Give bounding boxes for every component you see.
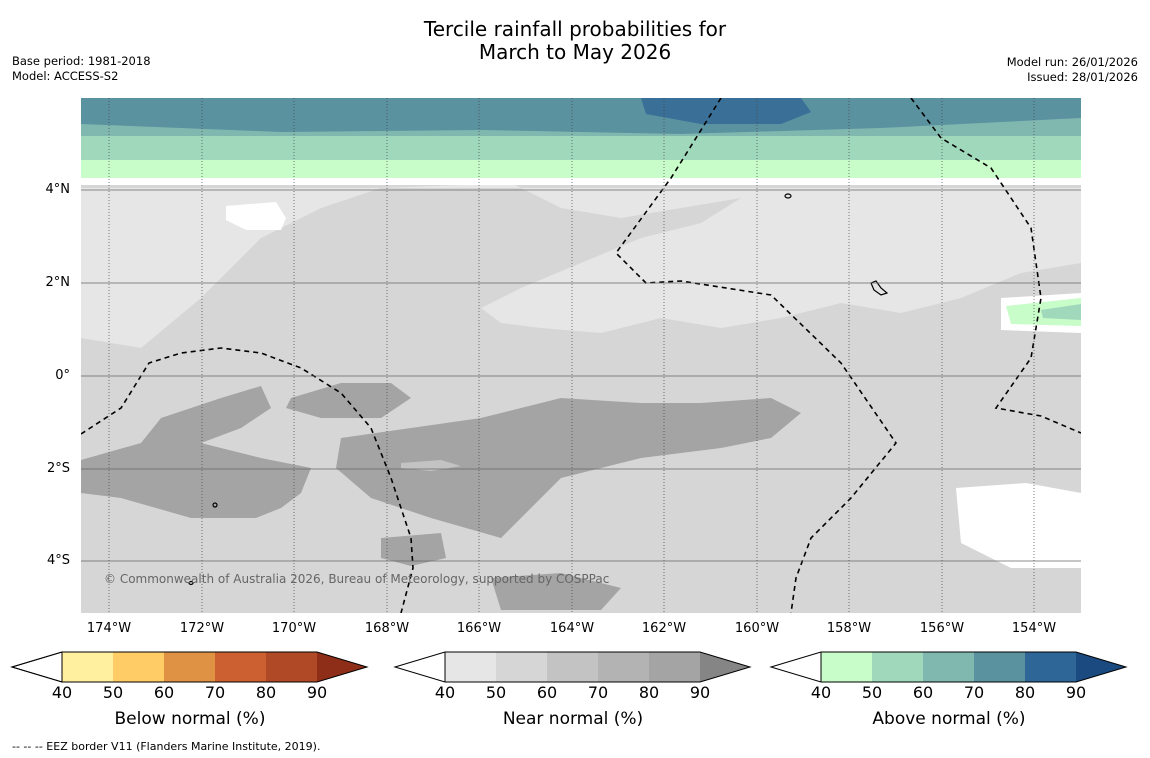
colorbar-above-normal xyxy=(769,651,1128,683)
eez-borders xyxy=(80,97,1082,614)
cb-below-bin-3 xyxy=(164,652,215,682)
cb-near-tick: 80 xyxy=(638,683,660,702)
cb-below-arrow-high xyxy=(317,652,367,682)
lon-label-170w: 170°W xyxy=(271,621,317,636)
colorbar-below-normal xyxy=(10,651,369,683)
lon-label-156w: 156°W xyxy=(919,621,965,636)
lon-label-158w: 158°W xyxy=(826,621,872,636)
meridians xyxy=(108,98,1035,613)
cb-above-tick: 60 xyxy=(912,683,934,702)
title-line-1: Tercile rainfall probabilities for xyxy=(423,17,727,41)
lat-label-2n: 2°N xyxy=(45,275,71,290)
lon-label-164w: 164°W xyxy=(549,621,595,636)
cb-near-tick: 50 xyxy=(485,683,507,702)
cb-near-arrow-high xyxy=(700,652,750,682)
cb-near-bin-4 xyxy=(598,652,649,682)
cb-above-tick: 80 xyxy=(1014,683,1036,702)
lat-label-4n: 4°N xyxy=(45,182,71,197)
cb-above-bin-5 xyxy=(1025,652,1076,682)
cb-below-tick: 60 xyxy=(153,683,175,702)
cb-below-bin-5 xyxy=(266,652,317,682)
lon-label-160w: 160°W xyxy=(734,621,780,636)
copyright-notice: © Commonwealth of Australia 2026, Bureau… xyxy=(104,572,610,586)
lon-label-154w: 154°W xyxy=(1011,621,1057,636)
cb-above-bin-2 xyxy=(872,652,923,682)
island-4 xyxy=(188,580,194,586)
above-70-band xyxy=(81,98,1081,134)
above-east-teal xyxy=(1041,304,1081,320)
cb-below-bin-4 xyxy=(215,652,266,682)
cb-below-tick: 40 xyxy=(51,683,73,702)
cb-above-bin-4 xyxy=(974,652,1025,682)
lat-label-4s: 4°S xyxy=(46,553,70,568)
chart-title: Tercile rainfall probabilities for March… xyxy=(0,18,1150,64)
white-region-north xyxy=(226,202,286,230)
cb-above-bin-3 xyxy=(923,652,974,682)
base-period: Base period: 1981-2018 xyxy=(12,54,151,68)
white-region-east xyxy=(956,483,1081,568)
cb-below-bin-2 xyxy=(113,652,164,682)
near-normal-80-region xyxy=(81,383,801,610)
cb-near-bin-5 xyxy=(649,652,700,682)
cb-near-tick: 70 xyxy=(587,683,609,702)
cb-near-outline xyxy=(393,651,752,683)
near-normal-40-region xyxy=(81,183,1081,348)
cb-below-label: Below normal (%) xyxy=(114,709,266,729)
meta-left: Base period: 1981-2018 Model: ACCESS-S2 xyxy=(12,54,151,84)
eez-line-center xyxy=(614,97,897,614)
cb-near-label: Near normal (%) xyxy=(502,709,644,729)
title-line-2: March to May 2026 xyxy=(478,40,672,64)
cb-above-tick: 70 xyxy=(963,683,985,702)
cb-above-outline xyxy=(769,651,1128,683)
cb-above-tick: 90 xyxy=(1065,683,1087,702)
map-svg xyxy=(80,97,1082,614)
model-name: Model: ACCESS-S2 xyxy=(12,69,119,83)
above-80-region xyxy=(641,98,811,124)
eez-footnote: -- -- -- EEZ border V11 (Flanders Marine… xyxy=(12,740,321,753)
issued-date: Issued: 28/01/2026 xyxy=(1027,70,1138,84)
cb-below-tick: 90 xyxy=(306,683,328,702)
island-3 xyxy=(212,502,218,508)
lon-label-162w: 162°W xyxy=(641,621,687,636)
cb-above-bin-1 xyxy=(821,652,872,682)
island-2 xyxy=(870,280,889,296)
lon-label-168w: 168°W xyxy=(364,621,410,636)
island-1 xyxy=(784,193,792,199)
meta-right: Model run: 26/01/2026 Issued: 28/01/2026 xyxy=(1007,55,1138,85)
lon-label-166w: 166°W xyxy=(456,621,502,636)
colorbar-near-normal xyxy=(393,651,752,683)
cb-below-outline xyxy=(10,651,369,683)
cb-near-bin-3 xyxy=(547,652,598,682)
light-patch xyxy=(401,460,461,471)
cb-near-bin-2 xyxy=(496,652,547,682)
cb-below-bin-1 xyxy=(62,652,113,682)
lat-label-2s: 2°S xyxy=(46,461,70,476)
model-run: Model run: 26/01/2026 xyxy=(1006,55,1138,69)
cb-below-tick: 80 xyxy=(255,683,277,702)
islands xyxy=(188,193,889,586)
cb-above-tick: 40 xyxy=(810,683,832,702)
cb-near-bin-1 xyxy=(445,652,496,682)
lon-label-172w: 172°W xyxy=(179,621,225,636)
lon-label-174w: 174°W xyxy=(86,621,132,636)
cb-above-label: Above normal (%) xyxy=(872,709,1026,729)
cb-near-tick: 40 xyxy=(434,683,456,702)
cb-near-tick: 60 xyxy=(536,683,558,702)
cb-above-arrow-high xyxy=(1076,652,1126,682)
lat-label-0: 0° xyxy=(55,368,70,383)
forecast-map xyxy=(80,97,1082,614)
cb-near-tick: 90 xyxy=(689,683,711,702)
cb-below-tick: 70 xyxy=(204,683,226,702)
cb-below-tick: 50 xyxy=(102,683,124,702)
graticule xyxy=(81,189,1081,562)
eez-line-west xyxy=(80,347,414,614)
cb-above-arrow-low xyxy=(771,652,821,682)
cb-above-tick: 50 xyxy=(861,683,883,702)
cb-near-arrow-low xyxy=(395,652,445,682)
cb-below-arrow-low xyxy=(10,651,63,683)
